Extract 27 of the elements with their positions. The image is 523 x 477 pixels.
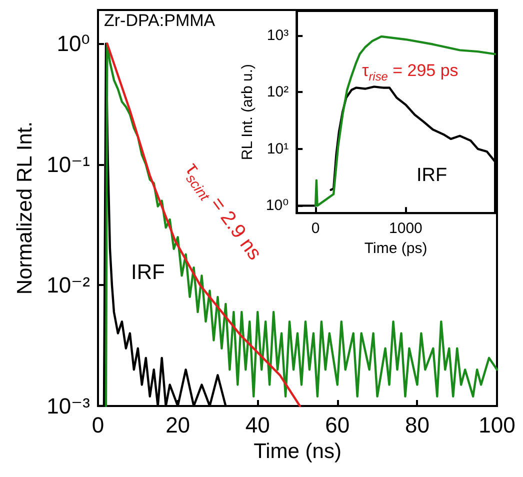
x-axis-title: Time (ps) — [364, 240, 428, 257]
y-tick-label: 10⁰ — [266, 197, 289, 214]
x-tick-label: 0 — [92, 412, 104, 438]
y-axis-title: RL Int. (arb u.) — [239, 64, 256, 160]
y-tick-label: 10³ — [266, 26, 289, 44]
y-axis-title: Normalized RL Int. — [14, 121, 37, 295]
x-tick-label: 40 — [245, 412, 270, 438]
x-tick-label: 60 — [325, 412, 350, 438]
x-tick-label: 0 — [311, 220, 320, 238]
x-tick-label: 20 — [166, 412, 190, 438]
x-tick-label: 100 — [478, 412, 516, 438]
annotation: Zr-DPA:PMMA — [104, 11, 216, 30]
line-series — [104, 42, 498, 408]
y-tick-label: 10² — [266, 84, 289, 101]
annotation: τ$_{rise}$ = 295 ps — [362, 60, 458, 83]
annotation: IRF — [416, 164, 448, 186]
y-tick-label: 10⁰ — [56, 31, 90, 56]
x-tick-label: 80 — [404, 412, 430, 438]
y-tick-label: 10¹ — [266, 140, 289, 158]
line-series — [106, 42, 301, 408]
y-tick-label: 10⁻³ — [46, 394, 90, 418]
y-tick-label: 10⁻¹ — [46, 152, 90, 177]
line-series — [314, 35, 496, 207]
annotation: IRF — [131, 260, 165, 284]
x-axis-title: Time (ns) — [254, 440, 342, 463]
x-tick-label: 1000 — [389, 220, 422, 238]
y-tick-label: 10⁻² — [46, 272, 90, 298]
